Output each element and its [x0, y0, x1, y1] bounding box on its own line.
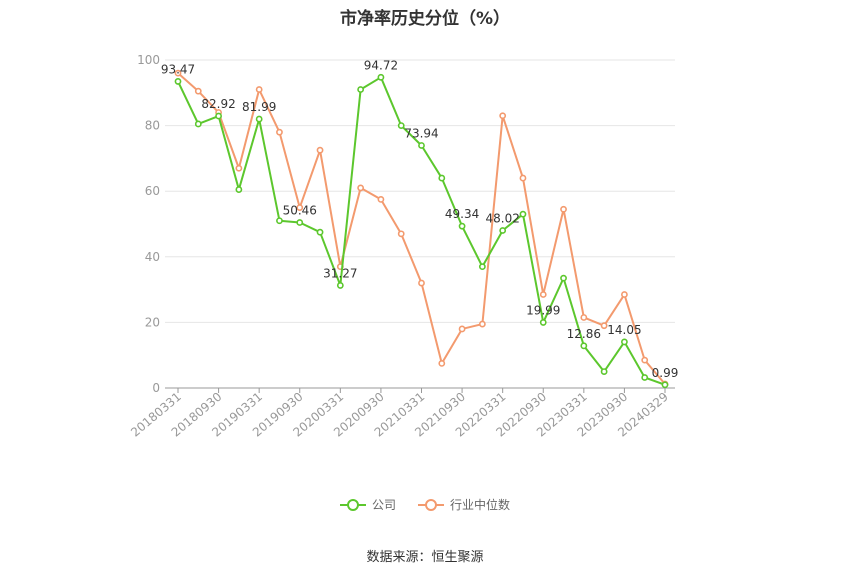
point-1-23	[641, 356, 649, 364]
point-0-10	[377, 73, 385, 81]
legend-company-label: 公司	[371, 498, 396, 512]
data-label: 0.99	[652, 366, 679, 380]
point-1-19	[560, 205, 567, 213]
point-0-19	[560, 274, 567, 282]
data-label: 49.34	[445, 207, 479, 221]
point-1-4	[255, 86, 263, 93]
line-chart: 0 20 40 60 80 100 201803312018093020190331201…	[128, 53, 679, 440]
point-1-1	[194, 87, 202, 95]
point-1-0	[174, 69, 182, 77]
point-0-24	[661, 381, 669, 389]
point-0-15	[478, 263, 486, 271]
point-1-5	[276, 128, 283, 136]
point-1-6	[296, 204, 304, 211]
legend-item-industry[interactable]: 行业中位数	[418, 496, 510, 513]
point-0-20	[580, 342, 588, 350]
data-label: 12.86	[567, 327, 601, 341]
data-source: 数据来源：恒生聚源	[366, 550, 484, 565]
point-0-8	[336, 282, 344, 289]
legend-industry-label: 行业中位数	[450, 498, 511, 512]
point-0-1	[194, 120, 202, 128]
point-1-22	[621, 291, 628, 298]
point-1-9	[357, 184, 365, 192]
data-label: 94.72	[364, 58, 398, 72]
point-1-12	[418, 279, 425, 287]
point-1-7	[316, 146, 324, 154]
point-0-6	[296, 219, 304, 226]
legend-company-marker	[339, 498, 366, 511]
data-label: 73.94	[404, 126, 438, 140]
data-label: 93.47	[161, 62, 195, 76]
point-1-15	[478, 320, 486, 328]
y-tick-label: 20	[145, 315, 160, 329]
y-tick-label: 80	[145, 119, 160, 133]
data-label: 50.46	[283, 203, 317, 217]
point-0-3	[235, 186, 243, 193]
data-label: 19.99	[526, 303, 560, 317]
point-0-11	[397, 122, 405, 129]
point-0-12	[418, 142, 425, 149]
point-1-11	[397, 230, 405, 238]
point-1-18	[539, 291, 547, 298]
point-0-22	[621, 338, 628, 346]
point-1-21	[600, 322, 608, 330]
point-0-13	[438, 174, 446, 182]
point-0-4	[255, 115, 263, 123]
legend-item-company[interactable]: 公司	[339, 496, 396, 513]
point-0-2	[215, 112, 222, 120]
point-0-5	[276, 217, 283, 225]
chart-title: 市净率历史分位（%）	[339, 9, 511, 29]
point-1-13	[438, 359, 446, 367]
point-1-17	[519, 174, 527, 182]
point-0-18	[539, 319, 547, 326]
grid-lines	[165, 59, 675, 323]
data-label: 82.92	[201, 97, 235, 111]
point-1-16	[499, 112, 507, 120]
data-label: 14.05	[607, 323, 641, 337]
data-label: 31.27	[323, 266, 357, 280]
legend: 公司 行业中位数	[0, 496, 850, 513]
y-tick-label: 40	[145, 250, 160, 264]
point-0-0	[174, 78, 182, 85]
series-layer	[174, 69, 669, 389]
point-1-10	[377, 195, 385, 203]
y-tick-label: 100	[137, 53, 160, 67]
point-1-20	[580, 314, 588, 321]
y-axis: 0 20 40 60 80 100	[137, 53, 160, 395]
point-0-7	[316, 228, 324, 236]
point-0-17	[519, 210, 527, 218]
data-labels: 93.47 82.92 81.99 50.46 31.27 94.72 73.94 49.34…	[161, 58, 679, 379]
point-1-14	[458, 325, 466, 333]
point-0-16	[499, 227, 507, 234]
legend-industry-marker	[418, 498, 444, 511]
point-0-21	[600, 368, 608, 375]
data-label: 48.02	[485, 211, 519, 225]
point-0-23	[641, 374, 649, 381]
point-0-9	[357, 86, 365, 93]
point-0-14	[458, 222, 466, 230]
data-label: 81.99	[242, 100, 276, 114]
point-1-3	[235, 164, 243, 172]
x-axis: 2018033120180930201903312019093020200331…	[128, 387, 675, 440]
y-tick-label: 60	[145, 184, 160, 198]
y-tick-label: 0	[152, 381, 160, 395]
